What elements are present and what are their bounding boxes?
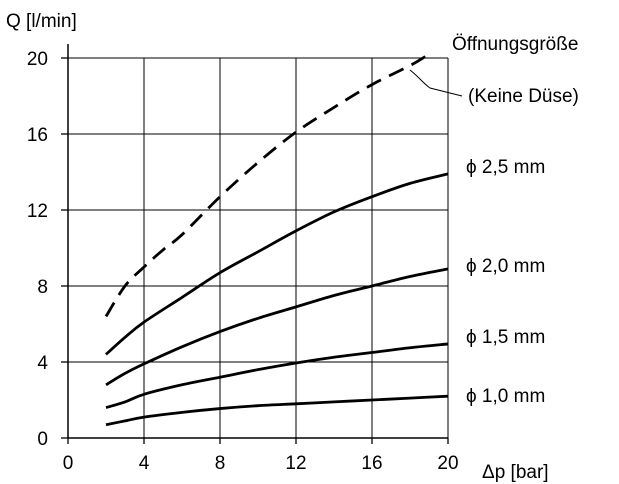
x-tick-label: 16 — [361, 453, 382, 474]
series-line-1-5mm — [105, 342, 449, 409]
y-tick-label: 0 — [37, 429, 48, 450]
series-line-2-5mm — [105, 172, 449, 356]
series-label-1-0mm: ϕ 1,0 mm — [466, 386, 545, 407]
series-label-1-5mm: ϕ 1,5 mm — [466, 327, 545, 348]
x-tick-label: 12 — [285, 453, 306, 474]
axes — [61, 44, 449, 444]
y-axis-label: Q [l/min] — [6, 11, 77, 32]
y-tick-label: 8 — [37, 277, 48, 298]
x-tick-label: 0 — [63, 453, 74, 474]
series-label-2-0mm: ϕ 2,0 mm — [466, 256, 545, 277]
callout-leader-line — [409, 69, 463, 97]
orifice-size-header: Öffnungsgröße — [452, 34, 578, 55]
series-line-no-nozzle — [104, 52, 430, 318]
series-label-no-nozzle: (Keine Düse) — [468, 86, 579, 107]
grid — [68, 57, 449, 438]
labels: 0 4 8 12 16 20 0 4 8 12 16 20 (Keine Düse) ϕ 2,5 mm ϕ … — [27, 49, 579, 474]
series-lines — [104, 52, 449, 427]
series-line-1-0mm — [105, 394, 449, 427]
y-tick-label: 20 — [27, 49, 48, 70]
series-line-2-0mm — [105, 267, 449, 387]
y-tick-label: 16 — [27, 125, 48, 146]
x-tick-label: 8 — [215, 453, 226, 474]
series-label-2-5mm: ϕ 2,5 mm — [466, 157, 545, 178]
y-tick-label: 4 — [37, 353, 48, 374]
x-axis-label: Δp [bar] — [482, 462, 549, 483]
callouts — [409, 69, 463, 97]
y-tick-label: 12 — [27, 201, 48, 222]
x-tick-label: 20 — [437, 453, 458, 474]
x-tick-label: 4 — [139, 453, 150, 474]
